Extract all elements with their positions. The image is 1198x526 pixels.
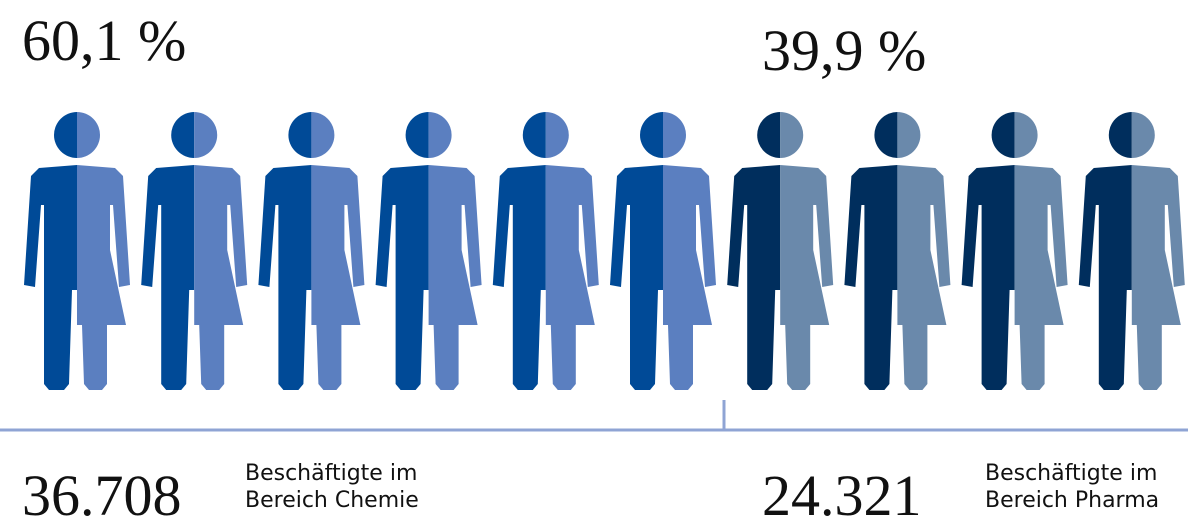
head-right: [428, 112, 452, 158]
body-right: [311, 165, 365, 390]
left-label: Bereich Chemie: [245, 488, 419, 513]
head-right: [1131, 112, 1155, 158]
body-right: [1014, 165, 1068, 390]
head-right: [663, 112, 686, 158]
body-left: [24, 165, 77, 390]
head-left: [171, 112, 195, 158]
head-right: [1014, 112, 1038, 158]
head-right: [780, 112, 804, 158]
body-right: [1131, 165, 1185, 390]
body-right: [780, 165, 834, 390]
head-right: [194, 112, 218, 158]
head-right: [77, 112, 100, 158]
body-left: [610, 165, 663, 390]
right-label: Bereich Pharma: [985, 488, 1159, 513]
head-left: [405, 112, 429, 158]
head-left: [874, 112, 898, 158]
left-count: 36.708: [22, 463, 182, 526]
right-label: Beschäftigte im: [985, 461, 1157, 486]
head-left: [757, 112, 781, 158]
body-left: [844, 165, 898, 390]
head-left: [991, 112, 1015, 158]
head-right: [311, 112, 335, 158]
left-percent: 60,1 %: [22, 8, 186, 73]
right-count: 24.321: [762, 463, 922, 526]
body-left: [141, 165, 195, 390]
body-left: [492, 165, 546, 390]
left-label: Beschäftigte im: [245, 461, 417, 486]
figures: [24, 112, 1185, 390]
body-left: [258, 165, 312, 390]
body-right: [428, 165, 482, 390]
head-left: [1108, 112, 1132, 158]
head-left: [288, 112, 312, 158]
body-right: [663, 165, 716, 390]
head-left: [54, 112, 77, 158]
body-right: [77, 165, 130, 390]
body-left: [727, 165, 781, 390]
body-right: [194, 165, 248, 390]
head-left: [640, 112, 663, 158]
body-right: [545, 165, 599, 390]
body-left: [961, 165, 1015, 390]
head-right: [545, 112, 569, 158]
head-left: [522, 112, 546, 158]
body-left: [375, 165, 429, 390]
head-right: [897, 112, 921, 158]
body-left: [1078, 165, 1132, 390]
right-percent: 39,9 %: [762, 18, 926, 83]
body-right: [897, 165, 951, 390]
